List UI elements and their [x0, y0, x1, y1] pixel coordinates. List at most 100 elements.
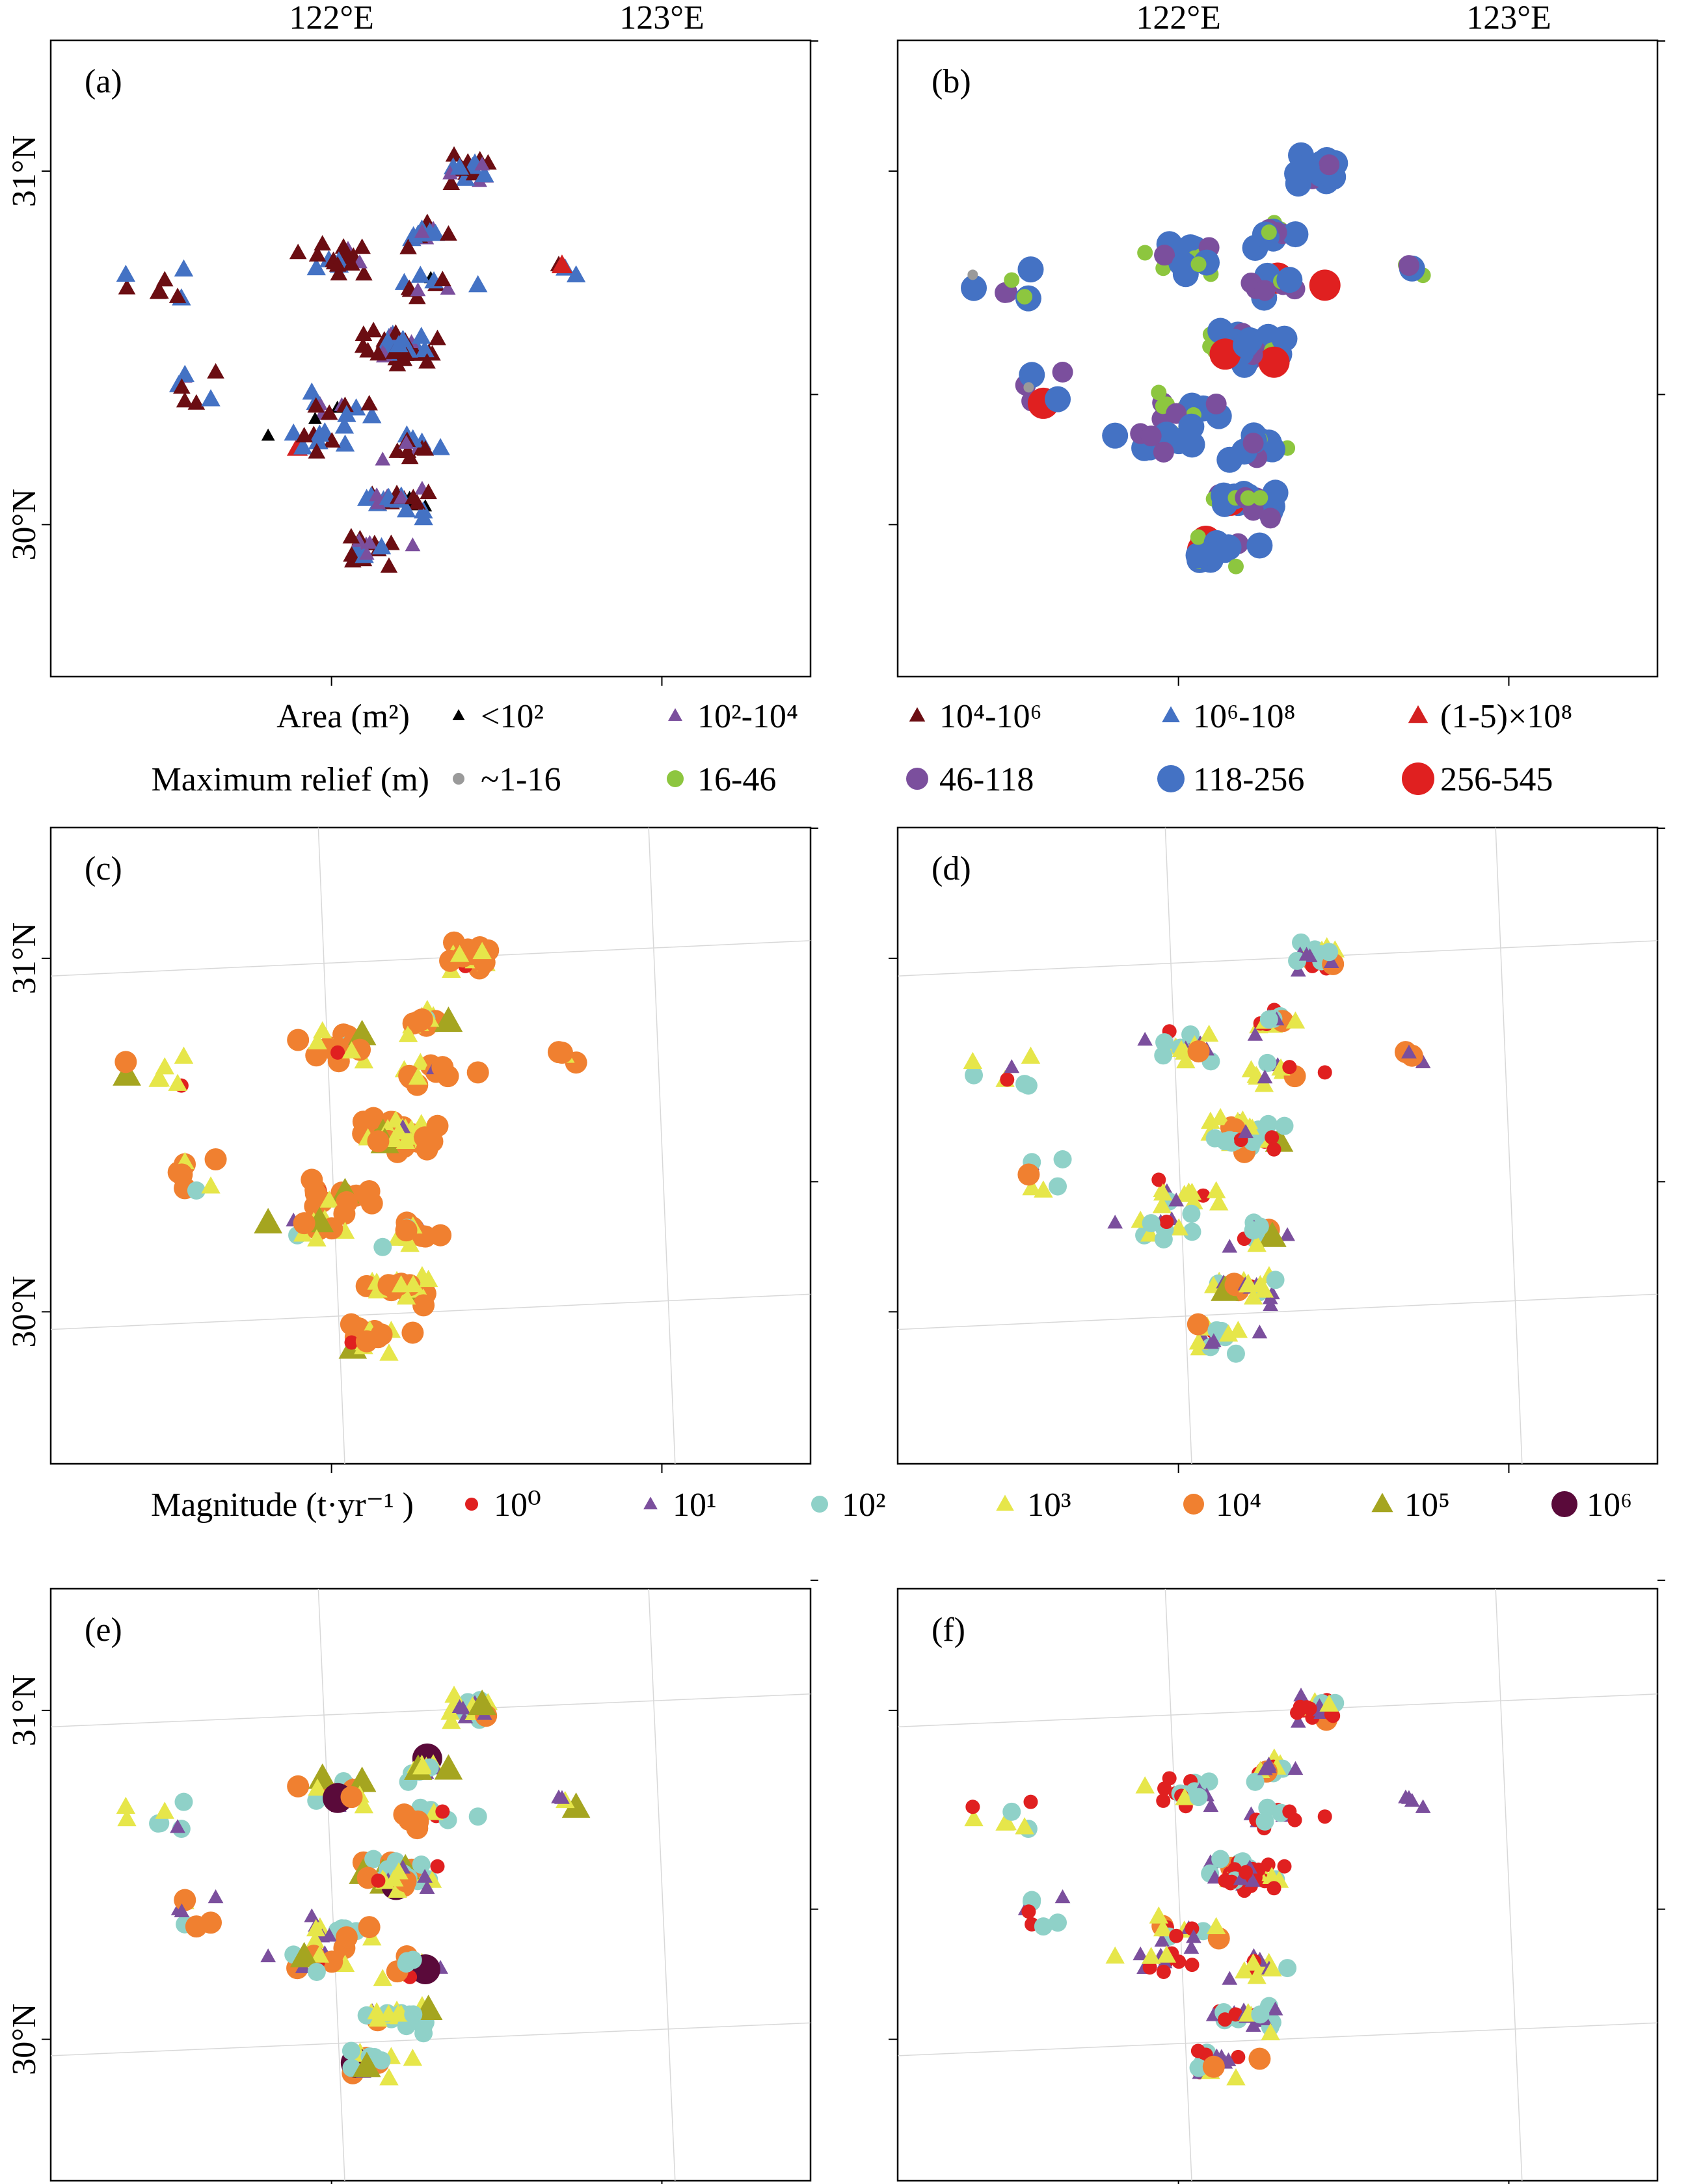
data-point — [451, 1699, 468, 1713]
data-point — [391, 1275, 411, 1293]
data-point — [449, 945, 470, 962]
data-point — [1211, 1850, 1230, 1868]
scatter-points — [116, 146, 586, 573]
data-point — [1415, 1054, 1431, 1068]
data-point — [155, 1057, 174, 1075]
data-point — [468, 1807, 487, 1826]
data-point — [1206, 1917, 1226, 1934]
data-point — [1140, 425, 1162, 447]
data-point — [416, 1138, 438, 1161]
data-point — [475, 165, 494, 183]
legend-title: Maximum relief (m) — [152, 761, 429, 798]
data-point — [254, 1207, 283, 1234]
data-point — [370, 495, 386, 509]
data-point — [1045, 386, 1071, 412]
data-point — [295, 427, 313, 442]
data-point — [352, 2051, 381, 2077]
legend-label: 10²-10⁴ — [697, 698, 798, 735]
legend-label: 10⁶-10⁸ — [1193, 698, 1296, 735]
data-point — [1226, 2068, 1246, 2086]
data-point — [308, 246, 327, 262]
data-point — [333, 1202, 356, 1225]
data-point — [116, 264, 136, 282]
lon-tick-label: 123°E — [619, 0, 704, 36]
data-point — [174, 259, 194, 277]
data-point — [440, 1703, 460, 1720]
data-point — [329, 256, 347, 272]
data-point — [187, 1181, 206, 1200]
legend-label: 10¹ — [673, 1487, 717, 1524]
legend-label: 10⁶ — [1587, 1487, 1632, 1524]
data-point — [1263, 1959, 1282, 1976]
data-point — [1267, 2001, 1283, 2015]
legend-marker — [1371, 1492, 1393, 1513]
legend-area: Area (m²) <10² 10²-10⁴ 10⁴-10⁶ 10⁶-10⁸ (1-5)×… — [276, 698, 1572, 735]
legend-marker — [667, 770, 684, 787]
data-point — [1277, 1859, 1292, 1874]
data-point — [364, 1850, 383, 1868]
data-point — [1034, 1180, 1053, 1198]
legend-label: 46-118 — [939, 761, 1034, 798]
data-point — [175, 364, 194, 383]
lon-tick-label: 122°E — [1136, 0, 1221, 36]
data-point — [1021, 1904, 1036, 1919]
data-point — [208, 1889, 224, 1904]
data-point — [442, 174, 461, 191]
data-point — [1153, 1183, 1173, 1201]
panel-label: (f) — [932, 1611, 965, 1649]
data-point — [355, 1330, 378, 1353]
data-point — [1151, 1172, 1166, 1187]
data-point — [963, 1051, 983, 1070]
data-point — [418, 1269, 438, 1287]
data-point — [1017, 1163, 1040, 1186]
data-point — [355, 265, 373, 281]
data-point — [466, 1061, 489, 1084]
lat-tick-label: 30°N — [6, 1276, 43, 1347]
data-point — [342, 1041, 362, 1058]
data-point — [410, 265, 431, 283]
data-point — [364, 321, 382, 338]
data-point — [304, 1908, 320, 1922]
scatter-points — [961, 142, 1431, 574]
legend-marker — [1408, 705, 1428, 723]
data-point — [410, 282, 426, 297]
data-point — [173, 378, 191, 394]
data-point — [1189, 1788, 1208, 1807]
lon-tick-label: 123°E — [1466, 0, 1551, 36]
data-point — [207, 363, 224, 379]
data-point — [113, 1060, 141, 1086]
data-point — [358, 1180, 381, 1202]
data-point — [287, 1029, 310, 1051]
data-point — [353, 238, 371, 254]
panel-c: (c) — [42, 826, 818, 1473]
data-point — [393, 490, 409, 504]
data-point — [1004, 272, 1020, 288]
scatter-points — [963, 933, 1431, 1363]
panel-d: (d) — [889, 826, 1665, 1473]
data-point — [407, 1810, 429, 1833]
data-point — [440, 280, 456, 295]
data-point — [367, 2002, 386, 2019]
panel-b: (b) — [889, 39, 1665, 686]
data-point — [320, 404, 338, 420]
axis-tick-labels: 122°E 123°E 122°E 123°E 31°N 30°N 31°N 30°N 31°N… — [6, 0, 1551, 2075]
legend-marker — [1183, 1494, 1204, 1515]
data-point — [308, 412, 322, 424]
data-point — [117, 1809, 137, 1827]
data-point — [1319, 154, 1340, 176]
data-point — [1190, 256, 1207, 273]
data-point — [1282, 221, 1309, 248]
panel-label: (a) — [85, 63, 122, 100]
data-point — [444, 1685, 464, 1703]
data-point — [1242, 433, 1264, 454]
data-point — [1298, 947, 1315, 961]
data-point — [961, 275, 987, 301]
data-point — [435, 1804, 450, 1819]
data-point — [330, 1045, 345, 1060]
data-point — [1290, 1714, 1306, 1728]
data-point — [1183, 1222, 1201, 1241]
data-point — [174, 1903, 190, 1918]
panel-label: (d) — [932, 850, 971, 887]
legend-label: 10⁴-10⁶ — [939, 698, 1042, 735]
data-point — [398, 435, 414, 449]
